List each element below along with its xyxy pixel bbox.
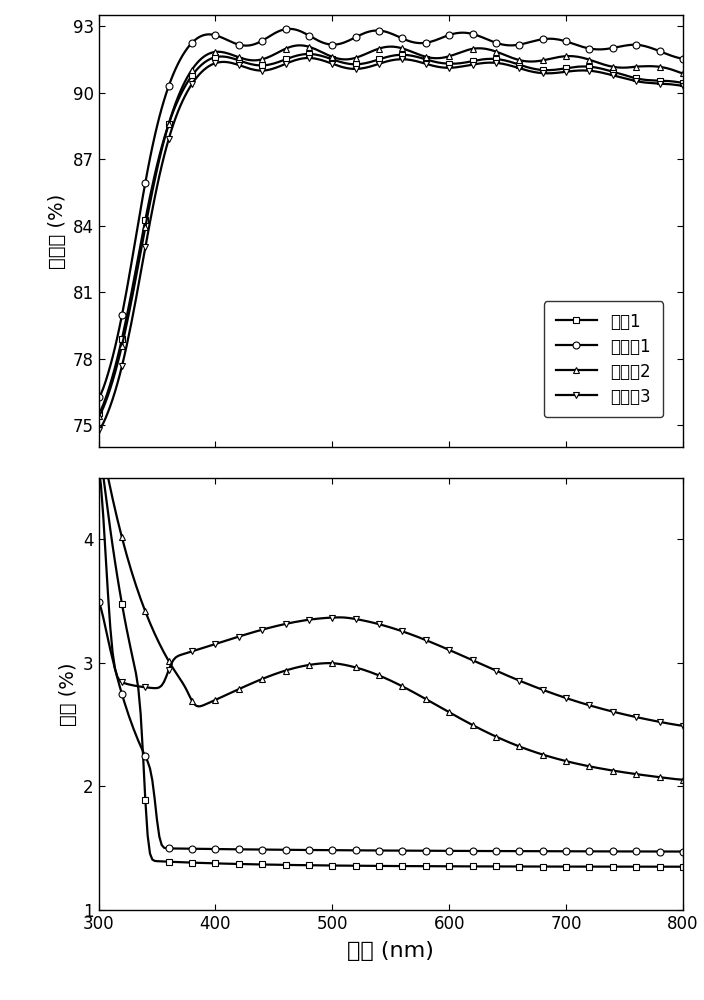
实施兡1: [94, 391, 103, 403]
实施兡1: [447, 845, 455, 857]
对比1: [489, 860, 498, 872]
Line: 实施兡1: 实施兡1: [95, 25, 686, 401]
Line: 实施兡3: 实施兡3: [95, 464, 686, 729]
对比1: [679, 861, 687, 873]
实施兡1: [491, 37, 500, 49]
实施兡3: [536, 67, 544, 79]
实施兡3: [94, 461, 103, 473]
对比1: [491, 53, 500, 65]
实施兡2: [443, 51, 451, 63]
实施兡2: [536, 55, 544, 67]
实施兡1: [489, 845, 498, 857]
实施兡3: [363, 61, 372, 73]
实施兡2: [440, 704, 448, 716]
X-axis label: 波长 (nm): 波长 (nm): [347, 941, 434, 961]
对比1: [534, 861, 542, 873]
实施兡3: [534, 682, 542, 694]
对比1: [363, 57, 372, 69]
对比1: [536, 64, 544, 76]
实施兡3: [679, 720, 687, 732]
实施兡1: [363, 26, 372, 38]
实施兡1: [450, 28, 458, 40]
实施兡3: [450, 62, 458, 74]
Line: 对比1: 对比1: [95, 447, 686, 870]
实施兡2: [450, 49, 458, 61]
实施兡3: [447, 645, 455, 657]
对比1: [440, 860, 448, 872]
实施兡3: [323, 612, 332, 624]
实施兡3: [440, 642, 448, 654]
实施兡1: [286, 23, 294, 35]
实施兡3: [679, 80, 687, 92]
Line: 实施兡2: 实施兡2: [95, 440, 686, 783]
实施兡1: [323, 844, 332, 856]
对比1: [305, 48, 313, 60]
实施兡1: [440, 845, 448, 857]
实施兡1: [679, 846, 687, 858]
实施兡1: [360, 844, 369, 856]
实施兡2: [489, 729, 498, 741]
Line: 实施兡3: 实施兡3: [95, 55, 686, 434]
实施兡3: [491, 57, 500, 69]
实施兡2: [323, 657, 332, 669]
对比1: [326, 53, 334, 65]
实施兡3: [443, 62, 451, 74]
Y-axis label: 雾度 (%): 雾度 (%): [58, 662, 77, 726]
实施兡1: [679, 53, 687, 65]
实施兡2: [360, 664, 369, 676]
实施兡2: [363, 47, 372, 59]
实施兡3: [360, 615, 369, 627]
实施兡3: [489, 664, 498, 676]
对比1: [360, 860, 369, 872]
对比1: [443, 58, 451, 70]
对比1: [323, 859, 332, 871]
实施兡2: [679, 774, 687, 786]
实施兡3: [326, 57, 334, 69]
实施兡2: [491, 46, 500, 58]
Y-axis label: 透光率 (%): 透光率 (%): [48, 194, 67, 269]
Line: 实施兡2: 实施兡2: [95, 42, 686, 419]
实施兡1: [326, 38, 334, 50]
实施兡2: [296, 39, 304, 51]
实施兡1: [536, 34, 544, 46]
对比1: [94, 445, 103, 457]
对比1: [447, 860, 455, 872]
Line: 对比1: 对比1: [95, 51, 686, 417]
对比1: [94, 407, 103, 419]
实施兡1: [534, 845, 542, 857]
Legend: 对比1, 实施兡1, 实施兡2, 实施兡3: 对比1, 实施兡1, 实施兡2, 实施兡3: [544, 301, 663, 417]
实施兡3: [94, 424, 103, 436]
对比1: [450, 58, 458, 70]
实施兡1: [443, 30, 451, 42]
Line: 实施兡1: 实施兡1: [95, 599, 686, 855]
实施兡2: [94, 437, 103, 449]
实施兡2: [447, 708, 455, 720]
实施兡1: [94, 596, 103, 608]
对比1: [679, 77, 687, 89]
实施兡2: [679, 67, 687, 79]
实施兡2: [534, 747, 542, 759]
实施兡2: [94, 410, 103, 422]
实施兡2: [326, 50, 334, 62]
实施兡3: [305, 52, 313, 64]
